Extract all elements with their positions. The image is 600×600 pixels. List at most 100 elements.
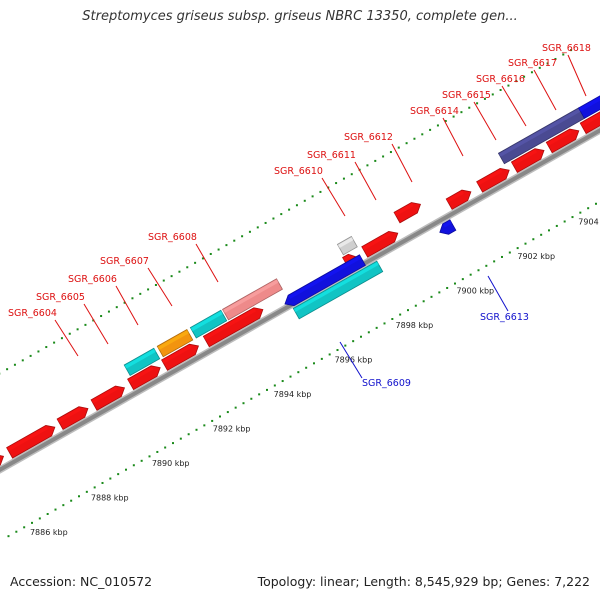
scale-label: 7898 kbp bbox=[396, 321, 434, 330]
gene-body bbox=[336, 235, 358, 256]
gene-body bbox=[6, 425, 56, 459]
ruler-dot bbox=[76, 328, 79, 331]
ruler-dot bbox=[491, 93, 494, 96]
ruler-dot bbox=[421, 133, 424, 136]
scale-label: 7888 kbp bbox=[91, 493, 129, 502]
ruler-dot bbox=[319, 190, 322, 193]
scale-label: 7892 kbp bbox=[213, 424, 251, 433]
ruler-dot bbox=[460, 111, 463, 114]
ruler-dot bbox=[366, 164, 369, 167]
gene-highlight bbox=[91, 386, 118, 404]
ruler-dot bbox=[147, 288, 150, 291]
gene-highlight bbox=[443, 220, 452, 228]
gene-label: SGR_6612 bbox=[344, 132, 393, 143]
ruler-dot bbox=[508, 251, 511, 254]
ruler-dot bbox=[382, 155, 385, 158]
ruler-dot bbox=[241, 235, 244, 238]
scale-label: 7904 kbp bbox=[578, 218, 600, 227]
gene-highlight bbox=[222, 279, 279, 313]
scale-label: 7902 kbp bbox=[517, 252, 555, 261]
ruler-dot bbox=[397, 146, 400, 149]
gene-label: SGR_6605 bbox=[36, 292, 85, 303]
gene-label: SGR_6606 bbox=[68, 274, 117, 285]
gene-arrow bbox=[127, 365, 161, 391]
ruler-dot bbox=[406, 309, 409, 312]
ruler-dot bbox=[311, 195, 314, 198]
gene-label-leader bbox=[473, 101, 497, 141]
ruler-dot bbox=[209, 252, 212, 255]
ruler-dot bbox=[242, 402, 245, 405]
ruler-dot bbox=[226, 411, 229, 414]
ruler-dot bbox=[305, 366, 308, 369]
ruler-dot bbox=[93, 486, 96, 489]
ruler-dot bbox=[350, 173, 353, 176]
ruler-dot bbox=[335, 182, 338, 185]
gene-body bbox=[189, 309, 228, 339]
map-title: Streptomyces griseus subsp. griseus NBRC… bbox=[82, 9, 518, 24]
ruler-dot bbox=[547, 229, 550, 232]
ruler-dot bbox=[563, 220, 566, 223]
ruler-dot bbox=[21, 359, 24, 362]
gene-highlight bbox=[511, 149, 538, 166]
scale-label: 7900 kbp bbox=[456, 286, 494, 295]
gene-body bbox=[123, 347, 161, 376]
ruler-dot bbox=[225, 244, 228, 247]
ruler-dot bbox=[62, 504, 65, 507]
lower-ruler-track bbox=[7, 202, 597, 538]
ruler-dot bbox=[154, 283, 157, 286]
gene-arrow bbox=[222, 278, 283, 321]
ruler-dot bbox=[476, 102, 479, 105]
ruler-dot bbox=[405, 142, 408, 145]
scale-label: 7886 kbp bbox=[30, 528, 68, 537]
ruler-dot bbox=[115, 306, 118, 309]
ruler-dot bbox=[132, 464, 135, 467]
gene-arrow bbox=[56, 406, 89, 431]
ruler-dot bbox=[342, 177, 345, 180]
gene-arrow bbox=[202, 307, 264, 348]
ruler-dot bbox=[84, 323, 87, 326]
gene-highlight bbox=[362, 232, 391, 251]
gene-arrow bbox=[545, 128, 580, 154]
gene-body bbox=[361, 230, 399, 258]
ruler-dot bbox=[389, 151, 392, 154]
ruler-dot bbox=[258, 393, 261, 396]
gene-highlight bbox=[394, 203, 414, 216]
ruler-dot bbox=[524, 242, 527, 245]
gene-arrow bbox=[336, 235, 358, 256]
ruler-dot bbox=[53, 341, 56, 344]
gene-label-leader bbox=[533, 69, 557, 111]
ruler-dot bbox=[107, 310, 110, 313]
ruler-dot bbox=[530, 71, 533, 74]
ruler-dot bbox=[320, 357, 323, 360]
gene-label-leader bbox=[487, 275, 509, 312]
ruler-dot bbox=[15, 530, 18, 533]
scale-label: 7890 kbp bbox=[152, 459, 190, 468]
ruler-dot bbox=[555, 224, 558, 227]
gene-arrow bbox=[292, 260, 384, 320]
gene-highlight bbox=[446, 190, 464, 203]
gene-arrow bbox=[0, 455, 5, 466]
ruler-dot bbox=[60, 337, 63, 340]
ruler-dot bbox=[430, 295, 433, 298]
gene-arrow bbox=[189, 309, 228, 339]
gene-label-leader bbox=[354, 161, 377, 201]
gene-label: SGR_6615 bbox=[442, 90, 491, 101]
ruler-dot bbox=[414, 304, 417, 307]
ruler-dot bbox=[399, 313, 402, 316]
gene-label-leader bbox=[567, 54, 587, 97]
gene-highlight bbox=[477, 169, 503, 186]
ruler-dot bbox=[46, 512, 49, 515]
accession-text: Accession: NC_010572 bbox=[10, 574, 153, 589]
ruler-dot bbox=[444, 120, 447, 123]
ruler-dot bbox=[297, 371, 300, 374]
gene-label-leader bbox=[501, 85, 527, 127]
gene-body bbox=[222, 278, 283, 321]
ruler-dot bbox=[45, 346, 48, 349]
gene-highlight bbox=[190, 311, 223, 332]
ruler-dot bbox=[195, 428, 198, 431]
ruler-dot bbox=[178, 270, 181, 273]
gene-body bbox=[445, 189, 472, 210]
ruler-dot bbox=[532, 238, 535, 241]
gene-highlight bbox=[337, 237, 354, 248]
ruler-dot bbox=[422, 300, 425, 303]
